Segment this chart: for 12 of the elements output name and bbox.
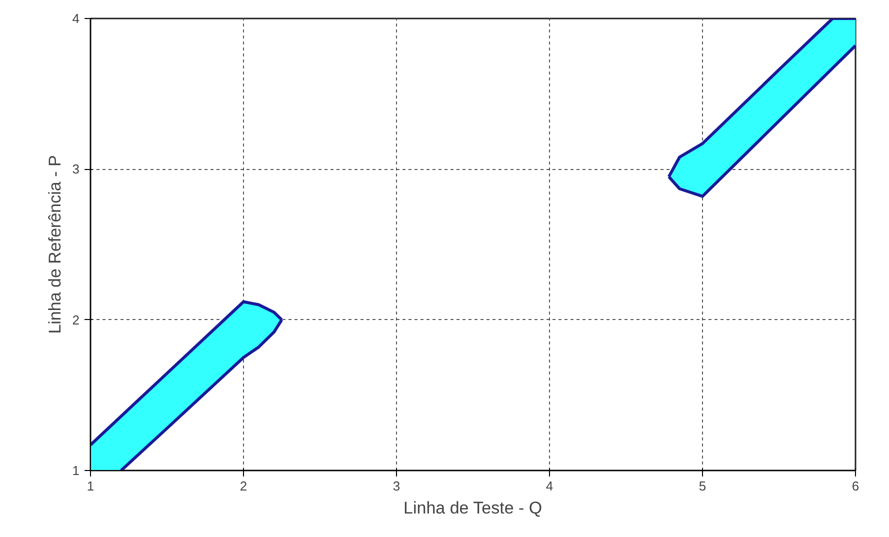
- x-tick-label: 1: [86, 478, 94, 494]
- y-tick-label: 1: [72, 463, 80, 478]
- x-tick-label: 6: [852, 478, 860, 494]
- y-tick-label: 4: [72, 11, 80, 26]
- x-tick-label: 4: [546, 478, 554, 494]
- x-tick-label: 2: [240, 478, 248, 494]
- x-tick-label: 5: [698, 478, 706, 494]
- x-axis-title: Linha de Teste - Q: [404, 498, 542, 518]
- y-axis-title: Linha de Referência - P: [45, 155, 64, 334]
- x-tick-label: 3: [392, 478, 400, 494]
- y-tick-label: 3: [72, 162, 80, 177]
- y-tick-label: 2: [72, 312, 80, 328]
